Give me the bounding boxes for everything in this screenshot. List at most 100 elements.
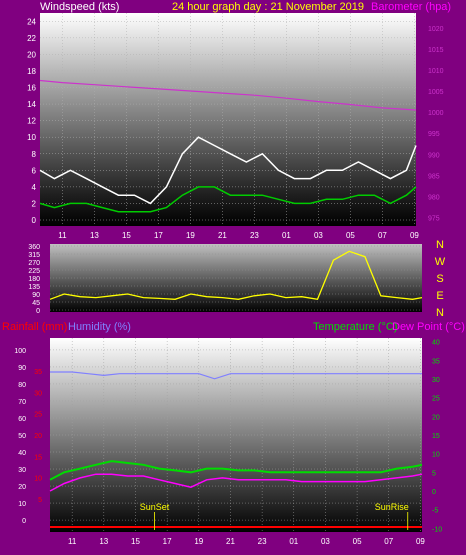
direction-tick-label: 135 — [28, 284, 40, 291]
rainfall-ticks: 5 10 15 20 25 30 35 — [34, 369, 42, 504]
wind-time-tick-label: 13 — [90, 231, 99, 240]
sunset-label: SunSet — [140, 502, 170, 512]
temperature-tick-label: 30 — [432, 377, 440, 384]
temperature-tick-label: 0 — [432, 489, 436, 496]
humidity-tick-label: 10 — [18, 501, 26, 508]
rainfall-tick-label: 30 — [34, 390, 42, 397]
wind-time-tick-label: 19 — [186, 231, 195, 240]
humidity-tick-label: 30 — [18, 467, 26, 474]
temperature-time-tick-label: 07 — [384, 537, 393, 546]
direction-tick-label: 360 — [28, 244, 40, 251]
chart-title: 24 hour graph day : 21 November 2019 — [172, 1, 364, 13]
temperature-time-ticks: 11 13 15 17 19 21 23 01 03 05 07 09 — [68, 537, 425, 546]
windspeed-tick-label: 12 — [27, 117, 36, 126]
rainfall-tick-label: 35 — [34, 369, 42, 376]
windspeed-tick-label: 6 — [32, 166, 37, 175]
barometer-tick-label: 985 — [428, 173, 440, 180]
temperature-line — [49, 460, 423, 481]
wind-gust-line — [39, 136, 417, 205]
wind-time-tick-label: 11 — [58, 231, 67, 240]
humidity-tick-label: 100 — [14, 348, 26, 355]
barometer-tick-label: 995 — [428, 131, 440, 138]
direction-tick-label: 90 — [32, 292, 40, 299]
humidity-axis-title: Humidity (%) — [68, 321, 131, 333]
compass-label-n: N — [436, 239, 444, 251]
barometer-tick-label: 1005 — [428, 89, 444, 96]
temperature-tick-label: 20 — [432, 414, 440, 421]
barometer-tick-label: 990 — [428, 152, 440, 159]
temperature-time-tick-label: 13 — [99, 537, 108, 546]
wind-time-tick-label: 21 — [218, 231, 227, 240]
wind-time-tick-label: 09 — [410, 231, 419, 240]
direction-tick-label: 225 — [28, 268, 40, 275]
barometer-tick-label: 1000 — [428, 110, 444, 117]
temperature-time-tick-label: 03 — [321, 537, 330, 546]
temperature-time-tick-label: 21 — [226, 537, 235, 546]
windspeed-tick-label: 4 — [32, 183, 37, 192]
humidity-tick-label: 80 — [18, 382, 26, 389]
humidity-line — [50, 371, 422, 380]
windspeed-tick-label: 20 — [27, 50, 36, 59]
compass-label-n: N — [436, 307, 444, 319]
barometer-ticks: 975 980 985 990 995 1000 1005 1010 1015 1020 — [428, 26, 444, 223]
wind-time-tick-label: 07 — [378, 231, 387, 240]
compass-label-s: S — [436, 273, 443, 285]
compass-label-w: W — [435, 256, 446, 268]
wind-time-ticks: 11 13 15 17 19 21 23 01 03 05 07 09 — [58, 231, 419, 240]
humidity-tick-label: 50 — [18, 433, 26, 440]
temperature-time-tick-label: 01 — [289, 537, 298, 546]
dewpoint-line — [49, 473, 423, 492]
wind-average-line — [39, 186, 417, 213]
temperature-tick-label: 40 — [432, 340, 440, 347]
direction-tick-label: 180 — [28, 276, 40, 283]
temperature-series — [49, 371, 423, 528]
wind-time-tick-label: 15 — [122, 231, 131, 240]
humidity-tick-label: 40 — [18, 450, 26, 457]
windspeed-tick-label: 22 — [27, 34, 36, 43]
rainfall-tick-label: 20 — [34, 433, 42, 440]
temperature-ticks: -10 -5 0 5 10 15 20 25 30 35 40 — [432, 340, 442, 534]
direction-series — [49, 250, 423, 301]
wind-series — [39, 79, 417, 213]
temperature-tick-label: -10 — [432, 526, 442, 533]
sunrise-label: SunRise — [375, 502, 409, 512]
direction-tick-label: 315 — [28, 252, 40, 259]
windspeed-tick-label: 16 — [27, 84, 36, 93]
wind-time-tick-label: 05 — [346, 231, 355, 240]
temperature-grid — [50, 338, 422, 532]
direction-grid — [50, 245, 422, 311]
temperature-time-tick-label: 11 — [68, 537, 77, 546]
temperature-tick-label: 5 — [432, 470, 436, 477]
temperature-time-tick-label: 15 — [131, 537, 140, 546]
temperature-tick-label: -5 — [432, 508, 438, 515]
temperature-time-tick-label: 19 — [194, 537, 203, 546]
temperature-tick-label: 25 — [432, 396, 440, 403]
rainfall-axis-title: Rainfall (mm) — [2, 321, 67, 333]
temperature-tick-label: 15 — [432, 433, 440, 440]
temperature-tick-label: 10 — [432, 452, 440, 459]
wind-time-tick-label: 23 — [250, 231, 259, 240]
rainfall-tick-label: 25 — [34, 412, 42, 419]
dewpoint-axis-title: Dew Point (°C) — [392, 321, 465, 333]
windspeed-tick-label: 18 — [27, 67, 36, 76]
windspeed-axis-title: Windspeed (kts) — [40, 1, 119, 13]
windspeed-tick-label: 10 — [27, 133, 36, 142]
barometer-tick-label: 1010 — [428, 68, 444, 75]
barometer-tick-label: 1015 — [428, 47, 444, 54]
humidity-tick-label: 60 — [18, 416, 26, 423]
wind-direction-line — [49, 250, 423, 301]
windspeed-tick-label: 8 — [32, 150, 37, 159]
wind-time-tick-label: 01 — [282, 231, 291, 240]
windspeed-tick-label: 0 — [32, 216, 37, 225]
windspeed-tick-label: 24 — [27, 17, 36, 26]
temperature-time-tick-label: 23 — [258, 537, 267, 546]
humidity-tick-label: 0 — [22, 518, 26, 525]
windspeed-tick-label: 2 — [32, 199, 37, 208]
direction-tick-label: 45 — [32, 300, 40, 307]
rainfall-tick-label: 15 — [34, 454, 42, 461]
humidity-tick-label: 90 — [18, 365, 26, 372]
wind-time-tick-label: 03 — [314, 231, 323, 240]
